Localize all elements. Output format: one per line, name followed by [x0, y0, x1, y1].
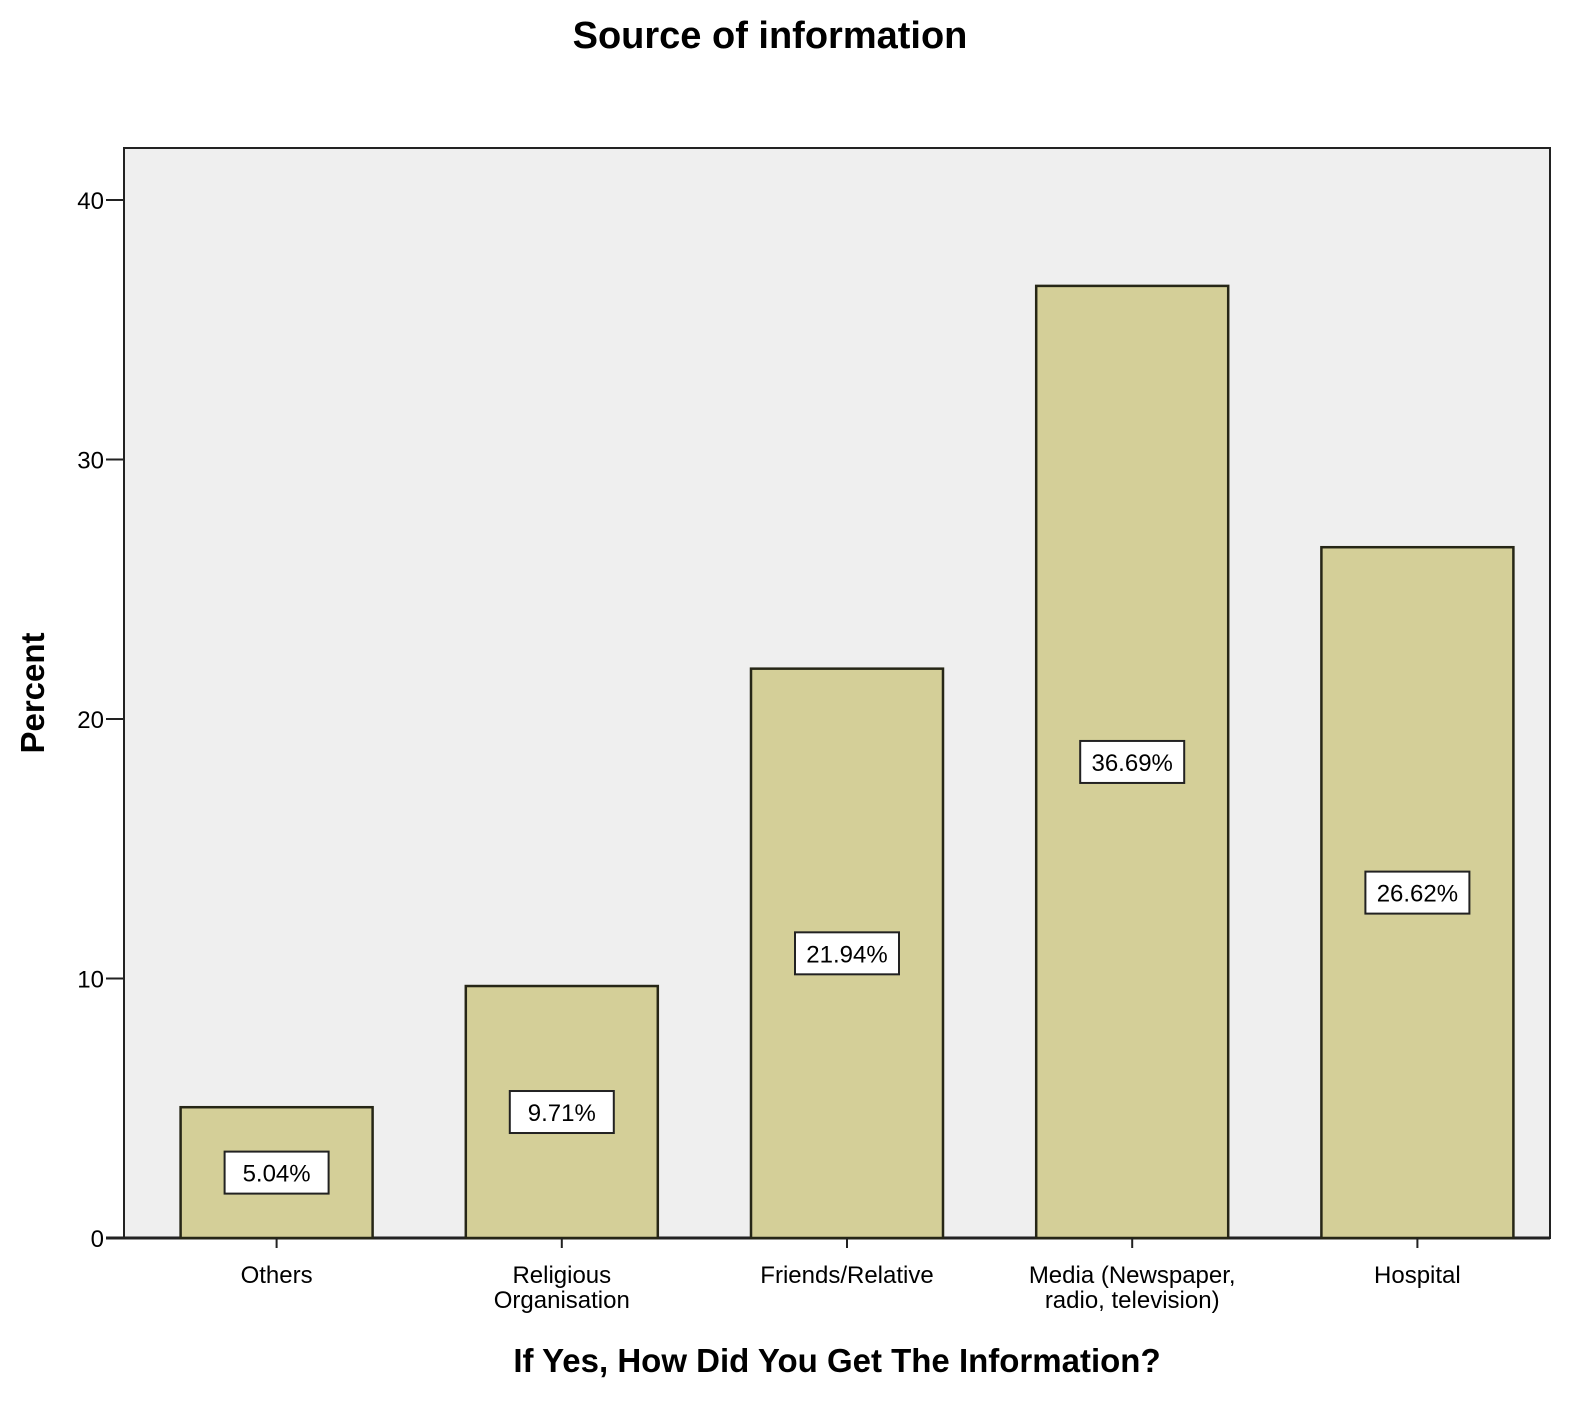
y-tick-label: 10: [77, 967, 104, 994]
y-tick-label: 20: [77, 707, 104, 734]
x-tick-label: Hospital: [1374, 1262, 1461, 1289]
data-label-box: [508, 1090, 615, 1135]
data-label: 26.62%: [1377, 881, 1458, 908]
data-label-box: [794, 931, 900, 976]
x-tick-label: Religious: [512, 1262, 611, 1289]
x-axis-title: If Yes, How Did You Get The Information?: [513, 1342, 1160, 1379]
y-tick-label: 30: [77, 448, 104, 475]
x-tick-label: Friends/Relative: [760, 1262, 933, 1289]
x-tick-label: Media (Newspaper,: [1029, 1262, 1236, 1289]
x-tick-label: Organisation: [494, 1287, 630, 1314]
y-axis-title: Percent: [14, 632, 51, 753]
x-tick-label: radio, television): [1045, 1287, 1220, 1314]
data-label-box: [223, 1150, 330, 1195]
data-labels-group: 5.04% 9.71% 21.94% 36.69% 26.62%: [223, 739, 1471, 1195]
data-label-box: [1364, 870, 1471, 915]
data-label: 21.94%: [806, 941, 887, 968]
y-tick-label: 0: [91, 1226, 104, 1253]
x-tick-label: Others: [241, 1262, 313, 1289]
data-label-box: [1079, 739, 1186, 784]
bars-group: [179, 284, 1515, 1240]
data-label: 9.71%: [528, 1100, 596, 1127]
data-label: 5.04%: [243, 1161, 311, 1188]
data-label: 36.69%: [1091, 750, 1172, 777]
y-tick-label: 40: [77, 188, 104, 215]
chart-title: Source of information: [573, 15, 968, 57]
